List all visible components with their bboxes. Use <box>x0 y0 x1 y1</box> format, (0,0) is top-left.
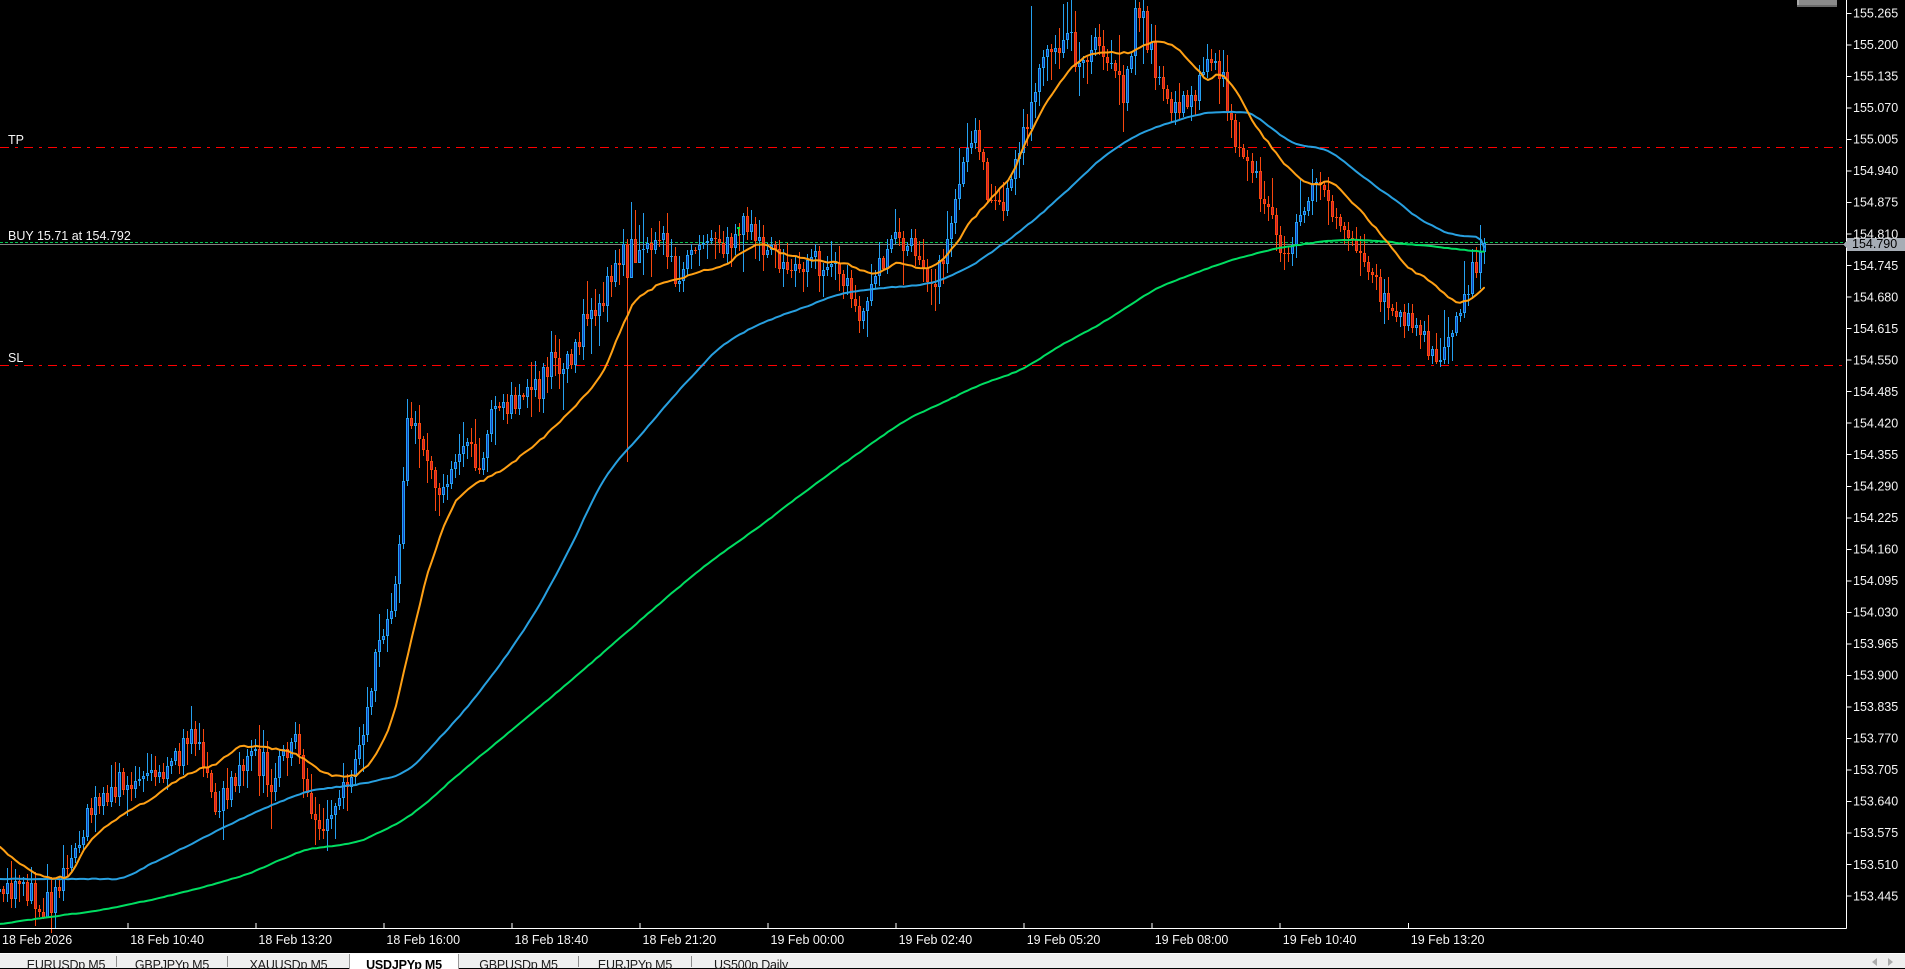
svg-text:154.160: 154.160 <box>1853 543 1898 557</box>
svg-text:154.680: 154.680 <box>1853 290 1898 304</box>
svg-text:TP: TP <box>8 133 24 147</box>
svg-text:19 Feb 00:00: 19 Feb 00:00 <box>771 933 845 947</box>
svg-text:154.225: 154.225 <box>1853 511 1898 525</box>
svg-text:153.510: 153.510 <box>1853 858 1898 872</box>
svg-text:18 Feb 10:40: 18 Feb 10:40 <box>130 933 204 947</box>
svg-text:18 Feb 16:00: 18 Feb 16:00 <box>386 933 460 947</box>
svg-text:155.070: 155.070 <box>1853 101 1898 115</box>
svg-text:154.485: 154.485 <box>1853 385 1898 399</box>
svg-text:154.875: 154.875 <box>1853 196 1898 210</box>
svg-text:153.640: 153.640 <box>1853 795 1898 809</box>
svg-text:154.810: 154.810 <box>1853 227 1898 241</box>
svg-text:153.445: 153.445 <box>1853 889 1898 903</box>
svg-text:153.705: 153.705 <box>1853 763 1898 777</box>
svg-text:154.095: 154.095 <box>1853 574 1898 588</box>
svg-text:154.615: 154.615 <box>1853 322 1898 336</box>
svg-text:BUY 15.71 at 154.792: BUY 15.71 at 154.792 <box>8 229 131 243</box>
svg-text:19 Feb 10:40: 19 Feb 10:40 <box>1283 933 1357 947</box>
svg-text:154.420: 154.420 <box>1853 416 1898 430</box>
svg-text:155.135: 155.135 <box>1853 70 1898 84</box>
svg-text:154.355: 154.355 <box>1853 448 1898 462</box>
svg-text:153.575: 153.575 <box>1853 826 1898 840</box>
svg-text:154.790: 154.790 <box>1852 237 1897 251</box>
svg-text:155.200: 155.200 <box>1853 38 1898 52</box>
svg-text:154.290: 154.290 <box>1853 480 1898 494</box>
svg-text:18 Feb 2026: 18 Feb 2026 <box>2 933 72 947</box>
svg-text:18 Feb 21:20: 18 Feb 21:20 <box>643 933 717 947</box>
svg-text:SL: SL <box>8 351 23 365</box>
svg-text:19 Feb 05:20: 19 Feb 05:20 <box>1027 933 1101 947</box>
svg-text:19 Feb 02:40: 19 Feb 02:40 <box>899 933 973 947</box>
svg-text:154.030: 154.030 <box>1853 606 1898 620</box>
svg-text:18 Feb 13:20: 18 Feb 13:20 <box>258 933 332 947</box>
svg-text:19 Feb 08:00: 19 Feb 08:00 <box>1155 933 1229 947</box>
svg-text:18 Feb 18:40: 18 Feb 18:40 <box>515 933 589 947</box>
svg-text:154.745: 154.745 <box>1853 259 1898 273</box>
svg-text:153.835: 153.835 <box>1853 700 1898 714</box>
svg-text:154.940: 154.940 <box>1853 164 1898 178</box>
svg-text:155.265: 155.265 <box>1853 7 1898 21</box>
svg-text:153.770: 153.770 <box>1853 732 1898 746</box>
svg-text:153.900: 153.900 <box>1853 669 1898 683</box>
svg-text:154.550: 154.550 <box>1853 353 1898 367</box>
svg-text:153.965: 153.965 <box>1853 637 1898 651</box>
svg-text:19 Feb 13:20: 19 Feb 13:20 <box>1411 933 1485 947</box>
svg-text:155.005: 155.005 <box>1853 133 1898 147</box>
